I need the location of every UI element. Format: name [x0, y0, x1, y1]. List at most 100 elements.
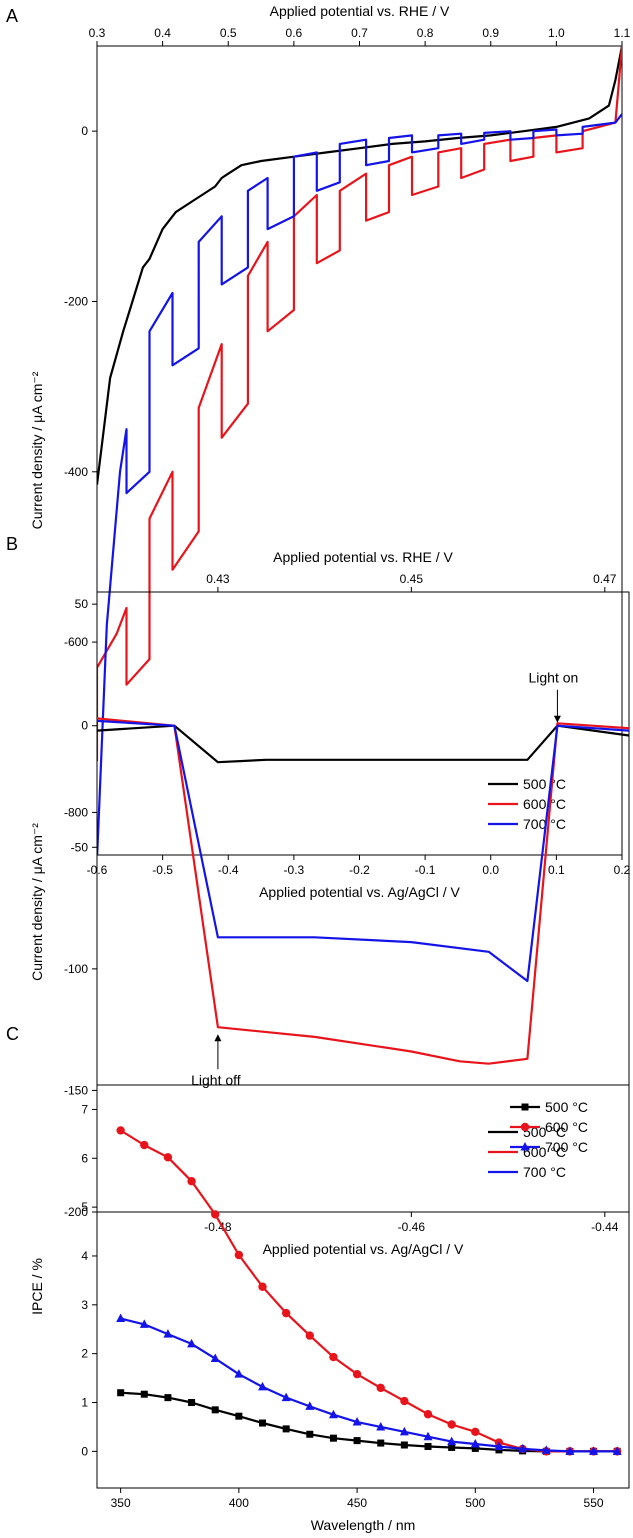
x-tick-label-a-7: 0.1: [548, 863, 565, 877]
point-c-0-15: [471, 1444, 479, 1452]
point-c-1-14: [447, 1420, 456, 1429]
legend-marker-c-2: [520, 1142, 530, 1151]
x2-tick-label-a-4: 0.7: [351, 26, 368, 40]
point-c-1-11: [376, 1383, 385, 1393]
x-tick-label-a-6: 0.0: [482, 863, 499, 877]
point-c-0-2: [164, 1394, 172, 1402]
x-axis-label-b: Applied potential vs. Ag/AgCl / V: [263, 1241, 464, 1257]
point-c-0-11: [377, 1439, 385, 1447]
point-c-2-2: [163, 1329, 173, 1338]
x2-tick-label-a-5: 0.8: [417, 26, 434, 40]
legend-label-a-2: 700 °C: [523, 816, 566, 832]
point-c-1-5: [234, 1250, 244, 1260]
point-c-0-1: [140, 1390, 148, 1398]
y-tick-label-b-0: 50: [75, 597, 89, 611]
x2-tick-label-a-3: 0.6: [286, 26, 303, 40]
panel-label-c: C: [6, 1024, 19, 1044]
legend-marker-c-1: [520, 1122, 530, 1132]
point-c-0-12: [400, 1441, 408, 1449]
point-c-2-17: [518, 1443, 528, 1453]
x2-tick-label-b-0: 0.43: [206, 572, 230, 586]
y-tick-label-a-0: 0: [81, 124, 88, 138]
y-tick-label-c-4: 4: [81, 1249, 88, 1263]
x-tick-label-c-1: 400: [229, 1496, 249, 1510]
legend-marker-c-0: [521, 1103, 529, 1111]
plot-frame-b: [96, 591, 630, 1213]
series-line-a-0: [97, 46, 622, 485]
chart-c: 350 400 450 500 550 0 1 2 3 4 5 6 7 Wavelength / nm IP…: [29, 1084, 630, 1533]
legend-label-a-0: 500 °C: [523, 776, 566, 792]
point-c-2-6: [258, 1381, 268, 1391]
point-c-2-5: [234, 1369, 244, 1378]
x-tick-label-c-0: 350: [111, 1496, 131, 1510]
x2-tick-label-b-1: 0.45: [400, 572, 424, 586]
y-tick-label-b-4: -150: [64, 1083, 88, 1097]
point-c-2-12: [399, 1426, 409, 1436]
point-c-2-14: [447, 1436, 457, 1446]
plot-frame-c: [96, 1084, 630, 1489]
x-tick-label-a-2: -0.4: [218, 863, 239, 877]
x2-tick-label-a-6: 0.9: [482, 26, 499, 40]
point-c-1-4: [211, 1210, 220, 1219]
annotation-light-on: Light on: [529, 670, 579, 686]
x2-tick-label-b-2: 0.47: [593, 572, 617, 586]
point-c-2-0: [116, 1313, 126, 1322]
y-tick-label-a-4: -800: [64, 805, 88, 819]
point-c-1-12: [400, 1396, 409, 1406]
x-tick-label-b-2: -0.44: [591, 1220, 619, 1234]
y-tick-label-c-1: 1: [81, 1396, 88, 1410]
x2-tick-label-a-1: 0.4: [154, 26, 171, 40]
y-tick-label-b-3: -100: [64, 962, 88, 976]
y-tick-label-c-3: 3: [81, 1298, 88, 1312]
series-line-a-1: [97, 46, 622, 762]
plot-area-a: [97, 46, 622, 855]
series-line-c-2: [120, 1317, 618, 1453]
annotation-arrowhead-light-on: [553, 715, 561, 723]
x-tick-label-c-4: 550: [584, 1496, 604, 1510]
y-axis-label-a: Current density / μA cm⁻²: [29, 371, 45, 529]
annotation-arrowhead-light-off: [214, 1034, 222, 1042]
annotation-light-off: Light off: [191, 1072, 241, 1088]
x-tick-label-a-1: -0.5: [152, 863, 173, 877]
panel-label-a: A: [6, 6, 18, 26]
y-tick-label-b-2: -50: [71, 840, 89, 854]
y-tick-label-a-2: -400: [64, 465, 88, 479]
y-axis-label-c: IPCE / %: [29, 1258, 45, 1315]
point-c-0-6: [259, 1419, 267, 1427]
point-c-1-7: [281, 1308, 291, 1318]
x-tick-label-c-2: 450: [347, 1496, 367, 1510]
panel-label-b: B: [6, 534, 18, 554]
x2-tick-label-a-7: 1.0: [548, 26, 565, 40]
point-c-2-20: [589, 1446, 599, 1455]
point-c-1-15: [471, 1427, 480, 1437]
point-c-1-10: [352, 1369, 362, 1379]
point-c-1-13: [423, 1410, 433, 1419]
point-c-0-0: [117, 1389, 125, 1397]
x-tick-label-c-3: 500: [465, 1496, 485, 1510]
x-axis-label-a: Applied potential vs. Ag/AgCl / V: [259, 884, 460, 900]
x2-tick-label-a-8: 1.1: [614, 26, 631, 40]
x2-axis-label-b: Applied potential vs. RHE / V: [273, 549, 453, 565]
point-c-2-11: [376, 1421, 386, 1431]
x-tick-label-b-1: -0.46: [398, 1220, 426, 1234]
series-line-a-2: [97, 113, 622, 855]
point-c-2-13: [423, 1431, 433, 1441]
point-c-1-2: [163, 1153, 173, 1162]
point-c-2-18: [541, 1445, 551, 1454]
point-c-0-10: [353, 1437, 361, 1445]
point-c-0-8: [306, 1430, 314, 1438]
y-tick-label-b-5: -200: [64, 1205, 88, 1219]
point-c-2-9: [328, 1409, 338, 1419]
x-tick-label-b-0: -0.48: [204, 1220, 232, 1234]
point-c-1-3: [187, 1177, 196, 1186]
y-tick-label-c-7: 7: [81, 1102, 88, 1116]
point-c-0-3: [188, 1399, 196, 1407]
y-tick-label-c-6: 6: [81, 1151, 88, 1165]
series-line-b-2: [97, 719, 629, 983]
point-c-2-19: [565, 1446, 575, 1455]
y-tick-label-a-1: -200: [64, 294, 88, 308]
series-line-c-0: [120, 1391, 618, 1453]
point-c-2-4: [210, 1353, 220, 1363]
